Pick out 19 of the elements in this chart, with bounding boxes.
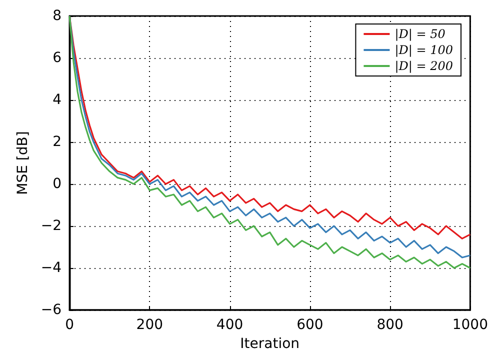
x-tick-label: 800 xyxy=(376,317,404,333)
x-axis-title: Iteration xyxy=(240,336,300,352)
legend-label: |D| = 100 xyxy=(394,43,454,57)
y-tick-label: −2 xyxy=(40,218,62,234)
x-tick-label: 600 xyxy=(296,317,324,333)
y-tick-label: −6 xyxy=(40,302,62,318)
y-tick-label: −4 xyxy=(40,260,62,276)
y-tick-label: 4 xyxy=(52,92,62,108)
y-tick-label: 2 xyxy=(52,134,62,150)
x-tick-label: 1000 xyxy=(452,317,488,333)
y-tick-label: 0 xyxy=(52,176,62,192)
y-tick-label: 8 xyxy=(52,8,62,24)
x-tick-label: 0 xyxy=(65,317,74,333)
y-tick-label: 6 xyxy=(52,50,62,66)
x-tick-label: 400 xyxy=(216,317,244,333)
legend-label: |D| = 200 xyxy=(394,59,454,73)
legend-label: |D| = 50 xyxy=(394,27,446,41)
x-tick-label: 200 xyxy=(136,317,164,333)
y-axis-title: MSE [dB] xyxy=(15,131,31,195)
